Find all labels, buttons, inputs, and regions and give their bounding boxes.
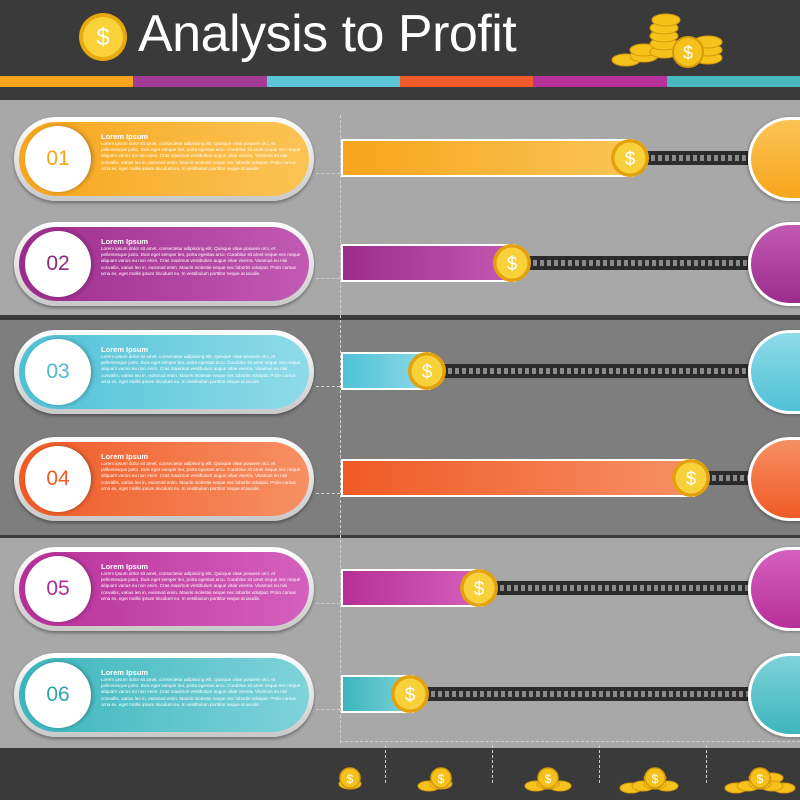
svg-text:$: $ bbox=[757, 772, 764, 786]
step-heading: Lorem Ipsum bbox=[101, 345, 149, 354]
svg-text:$: $ bbox=[422, 362, 433, 383]
step-card: 04 Lorem Ipsum Lorem ipsum dolor sit amet,… bbox=[14, 437, 314, 521]
step-heading: Lorem Ipsum bbox=[101, 452, 149, 461]
connector-line bbox=[316, 709, 340, 710]
step-number-badge: 01 bbox=[25, 126, 91, 192]
step-heading: Lorem Ipsum bbox=[101, 668, 149, 677]
svg-text:$: $ bbox=[438, 772, 445, 786]
coin-pile-icon: $ bbox=[524, 767, 572, 792]
svg-text:$: $ bbox=[405, 685, 416, 706]
dollar-coin-icon: $ bbox=[460, 569, 498, 607]
connector-line bbox=[316, 386, 340, 387]
connector-line bbox=[316, 278, 340, 279]
progress-track bbox=[512, 256, 748, 270]
step-description: Lorem ipsum dolor sit amet, consectetur … bbox=[101, 246, 301, 276]
track-dots bbox=[691, 475, 748, 481]
svg-text:$: $ bbox=[474, 579, 485, 600]
stripe-segment bbox=[133, 76, 267, 87]
track-dots bbox=[630, 155, 748, 161]
svg-text:$: $ bbox=[652, 772, 659, 786]
scale-tick bbox=[385, 745, 386, 783]
step-card: 03 Lorem Ipsum Lorem ipsum dolor sit amet,… bbox=[14, 330, 314, 414]
dollar-coin-icon: $ bbox=[672, 459, 710, 497]
step-number: 05 bbox=[46, 577, 70, 600]
step-number-badge: 03 bbox=[25, 339, 91, 405]
dollar-coin-icon: $ bbox=[493, 244, 531, 282]
stripe-segment bbox=[266, 76, 400, 87]
header: $ Analysis to Profit $ bbox=[0, 0, 800, 76]
step-card-fill: 03 Lorem Ipsum Lorem ipsum dolor sit amet,… bbox=[19, 335, 309, 409]
progress-track bbox=[427, 364, 748, 378]
step-number: 04 bbox=[46, 467, 70, 490]
coin-pile-icon: $ bbox=[724, 767, 796, 794]
progress-track bbox=[630, 151, 748, 165]
coin-pile-icon: $ bbox=[338, 767, 362, 790]
step-card: 01 Lorem Ipsum Lorem ipsum dolor sit amet,… bbox=[14, 117, 314, 201]
svg-text:$: $ bbox=[625, 149, 636, 170]
page-title: Analysis to Profit bbox=[138, 5, 517, 63]
step-number: 02 bbox=[46, 252, 70, 275]
connector-line bbox=[316, 603, 340, 604]
step-card-fill: 06 Lorem Ipsum Lorem ipsum dolor sit amet,… bbox=[19, 658, 309, 732]
step-heading: Lorem Ipsum bbox=[101, 562, 149, 571]
svg-text:$: $ bbox=[683, 43, 693, 63]
scale-tick bbox=[492, 745, 493, 783]
step-card-fill: 02 Lorem Ipsum Lorem ipsum dolor sit amet,… bbox=[19, 227, 309, 301]
scale-tick bbox=[706, 745, 707, 783]
svg-text:$: $ bbox=[545, 772, 552, 786]
svg-text:$: $ bbox=[686, 469, 697, 490]
axis-vertical bbox=[340, 115, 341, 743]
connector-line bbox=[316, 173, 340, 174]
stripe-segment bbox=[0, 76, 134, 87]
step-number-badge: 05 bbox=[25, 556, 91, 622]
step-description: Lorem ipsum dolor sit amet, consectetur … bbox=[101, 461, 301, 491]
scale-tick bbox=[599, 745, 600, 783]
progress-bar bbox=[341, 459, 695, 497]
svg-text:$: $ bbox=[96, 24, 109, 51]
svg-text:$: $ bbox=[507, 254, 518, 275]
progress-bar bbox=[341, 244, 516, 282]
step-heading: Lorem Ipsum bbox=[101, 132, 149, 141]
step-number: 03 bbox=[46, 360, 70, 383]
coin-pile-icon: $ bbox=[619, 767, 679, 794]
step-heading: Lorem Ipsum bbox=[101, 237, 149, 246]
svg-text:$: $ bbox=[347, 772, 354, 786]
coin-pile-icon: $ bbox=[417, 767, 453, 792]
step-description: Lorem ipsum dolor sit amet, consectetur … bbox=[101, 354, 301, 384]
step-number-badge: 06 bbox=[25, 662, 91, 728]
progress-bar bbox=[341, 139, 634, 177]
stripe-segment bbox=[400, 76, 534, 87]
dollar-coin-icon: $ bbox=[408, 352, 446, 390]
progress-bar bbox=[341, 569, 483, 607]
step-card: 02 Lorem Ipsum Lorem ipsum dolor sit amet,… bbox=[14, 222, 314, 306]
progress-track bbox=[410, 687, 748, 701]
step-card: 06 Lorem Ipsum Lorem ipsum dolor sit amet,… bbox=[14, 653, 314, 737]
dollar-coin-icon: $ bbox=[79, 13, 127, 61]
track-dots bbox=[410, 691, 748, 697]
step-card-fill: 05 Lorem Ipsum Lorem ipsum dolor sit amet,… bbox=[19, 552, 309, 626]
step-number: 01 bbox=[46, 147, 70, 170]
dollar-coin-icon: $ bbox=[391, 675, 429, 713]
track-dots bbox=[512, 260, 748, 266]
step-number-badge: 02 bbox=[25, 231, 91, 297]
step-description: Lorem ipsum dolor sit amet, consectetur … bbox=[101, 141, 301, 171]
dollar-coin-icon: $ bbox=[611, 139, 649, 177]
connector-line bbox=[316, 493, 340, 494]
coin-stack-icon: $ bbox=[611, 13, 723, 68]
axis-horizontal bbox=[340, 741, 800, 742]
track-dots bbox=[479, 585, 748, 591]
stripe-segment bbox=[533, 76, 667, 87]
track-dots bbox=[427, 368, 748, 374]
step-card-fill: 01 Lorem Ipsum Lorem ipsum dolor sit amet,… bbox=[19, 122, 309, 196]
step-card-fill: 04 Lorem Ipsum Lorem ipsum dolor sit amet,… bbox=[19, 442, 309, 516]
stripe-segment bbox=[666, 76, 800, 87]
step-number: 06 bbox=[46, 683, 70, 706]
step-card: 05 Lorem Ipsum Lorem ipsum dolor sit amet,… bbox=[14, 547, 314, 631]
progress-track bbox=[479, 581, 748, 595]
step-number-badge: 04 bbox=[25, 446, 91, 512]
step-description: Lorem ipsum dolor sit amet, consectetur … bbox=[101, 571, 301, 601]
step-description: Lorem ipsum dolor sit amet, consectetur … bbox=[101, 677, 301, 707]
